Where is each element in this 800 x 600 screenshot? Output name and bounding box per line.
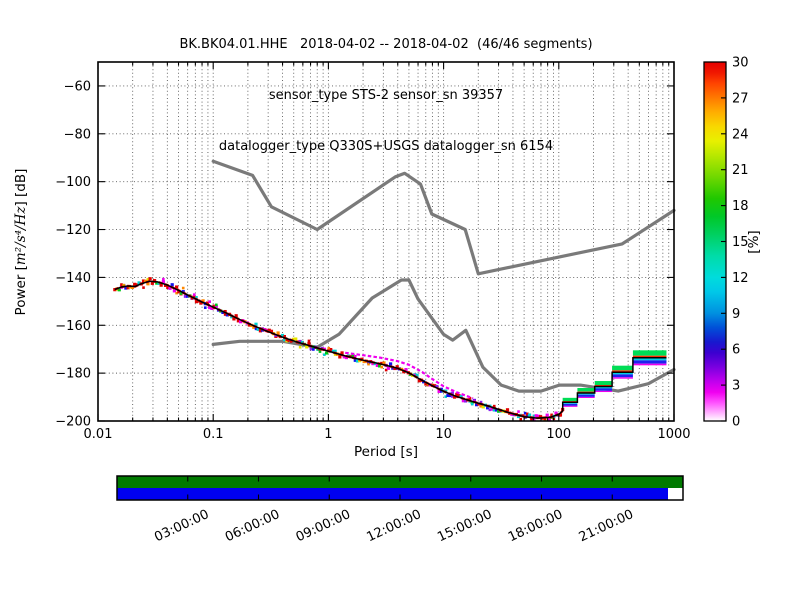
y-axis-units-math: m²/s⁴/Hz: [13, 206, 29, 266]
axis-ticks: [97, 62, 675, 422]
y-tick-labels: −60 −80 −100 −120 −140 −160 −180 −200: [55, 79, 91, 429]
svg-text:−180: −180: [55, 367, 91, 382]
timeline-tick-labels: 03:00:00 06:00:00 09:00:00 12:00:00 15:00:00…: [152, 507, 636, 545]
psd-step-blocks: [562, 350, 667, 407]
colorbar-tick-label: 9: [732, 307, 740, 322]
svg-text:−120: −120: [55, 223, 91, 238]
colorbar-tick-label: 18: [732, 199, 749, 214]
svg-text:−200: −200: [55, 415, 91, 430]
colorbar-tick-label: 24: [732, 127, 749, 142]
svg-text:10: 10: [435, 427, 452, 442]
svg-text:15:00:00: 15:00:00: [435, 507, 494, 545]
title-line-datalogger: datalogger_type Q330S+USGS datalogger_sn…: [218, 139, 554, 154]
svg-text:100: 100: [546, 427, 571, 442]
nhnm-line: [211, 159, 676, 276]
title-line-station: BK.BK04.01.HHE 2018-04-02 -- 2018-04-02 …: [179, 37, 593, 52]
timeline-coverage-bar: [116, 475, 684, 501]
x-axis-label: Period [s]: [354, 444, 418, 460]
colorbar-label: [%]: [746, 230, 762, 253]
psd-histogram-band: [113, 277, 565, 422]
svg-text:06:00:00: 06:00:00: [223, 507, 282, 545]
x-tick-labels: 0.01 0.1 1 10 100 1000: [84, 427, 691, 442]
colorbar-tick-label: 0: [732, 415, 740, 430]
svg-text:21:00:00: 21:00:00: [577, 507, 636, 545]
y-axis-label: Power [m²/s⁴/Hz] [dB]: [13, 168, 29, 316]
timeline-row-coverage-used: [117, 488, 669, 500]
svg-text:1: 1: [324, 427, 332, 442]
svg-text:18:00:00: 18:00:00: [506, 507, 565, 545]
svg-text:−100: −100: [55, 175, 91, 190]
colorbar-tick-label: 3: [732, 379, 740, 394]
colorbar-tick-label: 27: [732, 91, 749, 106]
colorbar-tick-label: 21: [732, 163, 749, 178]
svg-text:09:00:00: 09:00:00: [294, 507, 353, 545]
nlnm-line: [211, 278, 676, 393]
svg-text:0.01: 0.01: [84, 427, 113, 442]
title-line-sensor: sensor_type STS-2 sensor_sn 39357: [268, 88, 504, 103]
colorbar-tick-label: 30: [732, 56, 749, 71]
timeline-border: [116, 475, 684, 501]
plot-border: [97, 61, 675, 422]
psd-mode-red-line: [114, 279, 564, 420]
svg-text:03:00:00: 03:00:00: [152, 507, 211, 545]
colorbar-tick-label: 15: [732, 235, 749, 250]
colorbar-tick-label: 6: [732, 343, 740, 358]
plot-title: BK.BK04.01.HHE 2018-04-02 -- 2018-04-02 …: [98, 2, 674, 189]
svg-text:−160: −160: [55, 319, 91, 334]
svg-text:12:00:00: 12:00:00: [364, 507, 423, 545]
colorbar: 0 3 6 9 12 15 18 21 24 27 30 [%]: [703, 56, 762, 430]
psd-mode-line: [114, 280, 667, 419]
svg-text:−140: −140: [55, 271, 91, 286]
svg-text:−80: −80: [64, 127, 91, 142]
svg-text:0.1: 0.1: [203, 427, 224, 442]
noise-model-lines: [211, 159, 676, 393]
svg-text:1000: 1000: [657, 427, 690, 442]
colorbar-tick-label: 12: [732, 271, 749, 286]
svg-text:−60: −60: [64, 79, 91, 94]
